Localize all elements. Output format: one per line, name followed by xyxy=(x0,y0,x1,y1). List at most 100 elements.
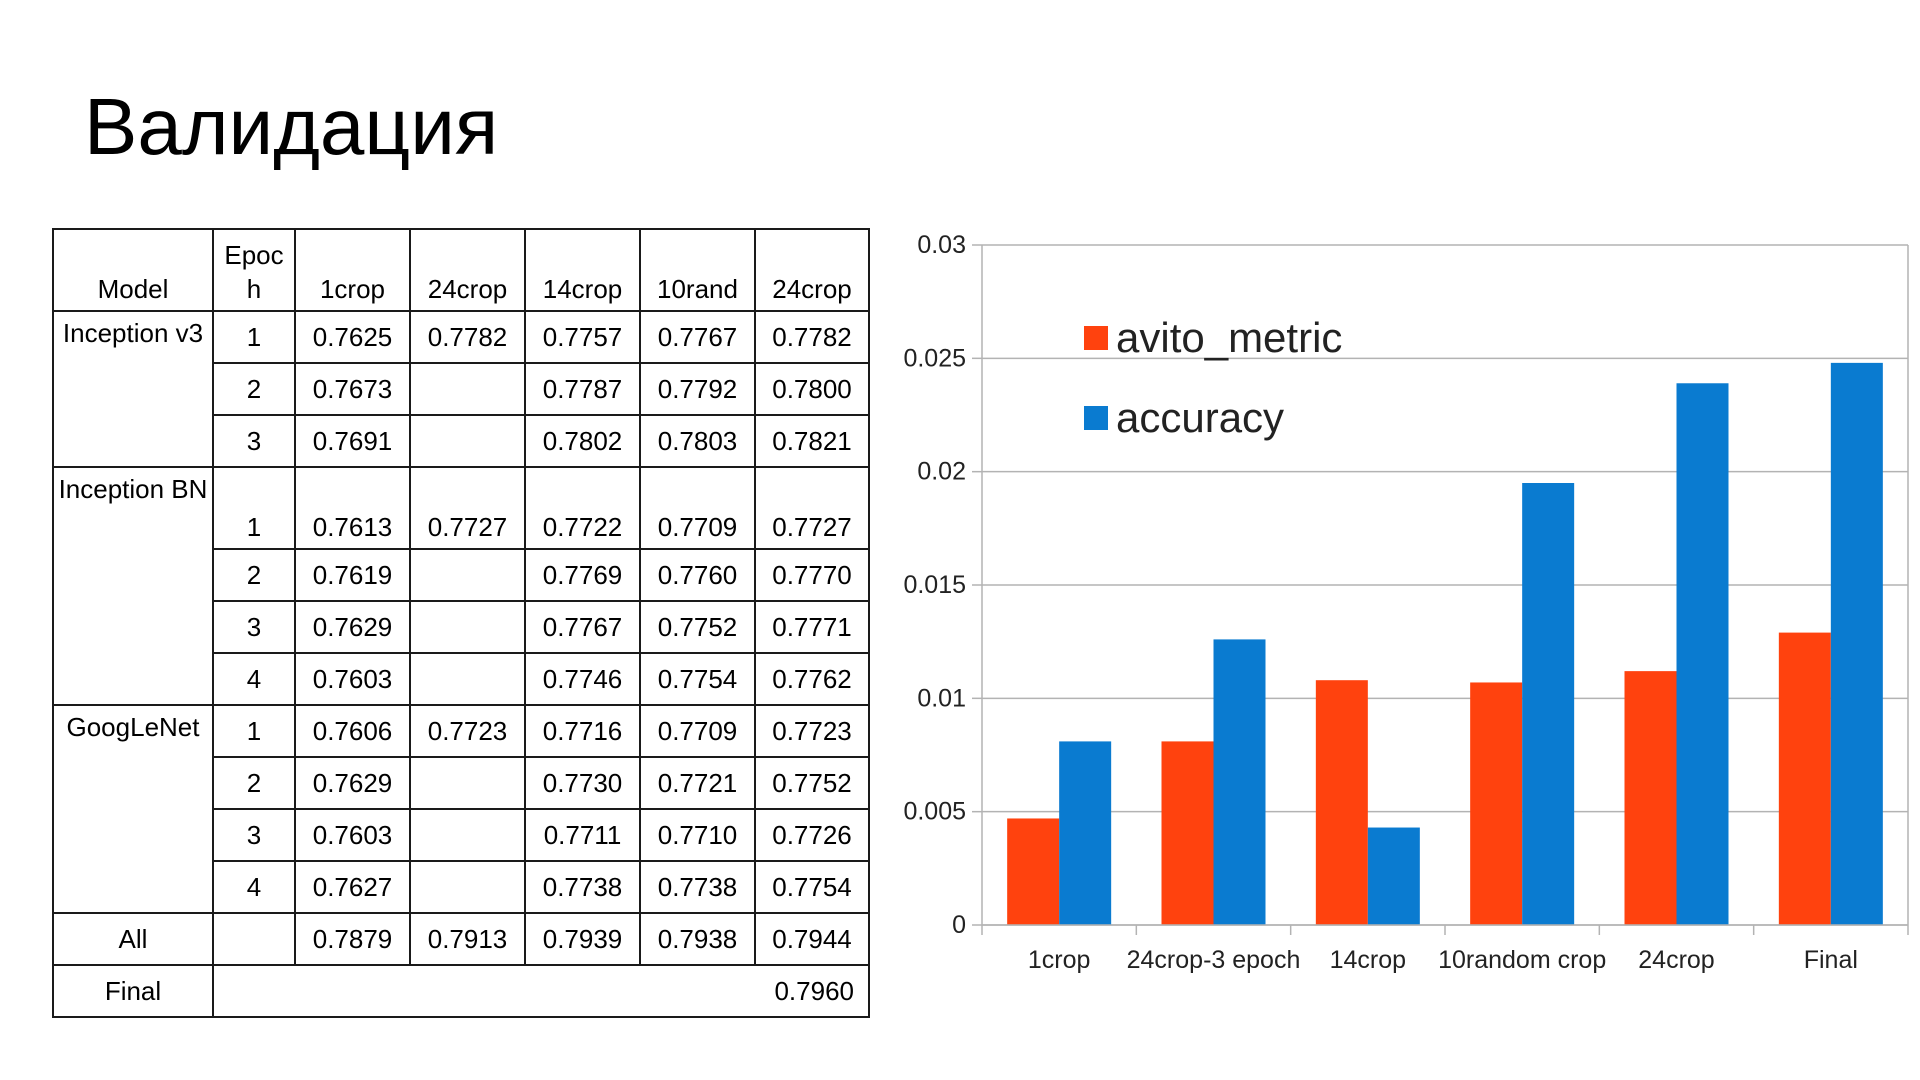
value-cell: 0.7619 xyxy=(294,548,411,602)
bar-chart: 0 0.005 0.01 0.015 0.02 0.025 0.03 1crop 24crop-… xyxy=(903,231,1909,974)
value-cell xyxy=(409,362,526,416)
final-value-cell: 0.7960 xyxy=(212,964,870,1018)
value-cell: 0.7757 xyxy=(524,310,641,364)
header-1crop: 1crop xyxy=(294,228,411,312)
value-cell: 0.7754 xyxy=(639,652,756,706)
slide-title: Валидация xyxy=(84,82,499,171)
legend-swatch-avito_metric xyxy=(1084,326,1108,350)
value-cell: 0.7711 xyxy=(524,808,641,862)
x-tick-label: 10random crop xyxy=(1438,946,1606,974)
epoch-cell: 2 xyxy=(212,362,296,416)
bar-avito_metric xyxy=(1624,671,1677,925)
value-cell: 0.7803 xyxy=(639,414,756,468)
header-epoch: Epoc h xyxy=(212,228,296,312)
bar-accuracy xyxy=(1676,383,1729,925)
table-row: 4 0.7627 0.7738 0.7738 0.7754 xyxy=(53,860,870,914)
value-cell: 0.7738 xyxy=(639,860,756,914)
epoch-cell: 3 xyxy=(212,808,296,862)
value-cell: 0.7800 xyxy=(754,362,870,416)
value-cell: 0.7629 xyxy=(294,600,411,654)
table-row: Inception BN 1 0.7613 0.7727 0.7722 0.77… xyxy=(52,466,870,706)
legend-label-accuracy: accuracy xyxy=(1116,394,1284,441)
value-cell: 0.7879 xyxy=(294,912,411,966)
value-cell: 0.7760 xyxy=(639,548,756,602)
value-cell: 0.7627 xyxy=(294,860,411,914)
value-cell xyxy=(409,652,526,706)
bar-accuracy xyxy=(1059,741,1112,925)
value-cell xyxy=(409,756,526,810)
bar-avito_metric xyxy=(1315,680,1368,925)
table-row: 3 0.7691 0.7802 0.7803 0.7821 xyxy=(53,414,870,468)
value-cell: 0.7629 xyxy=(294,756,411,810)
value-cell: 0.7726 xyxy=(754,808,870,862)
table-row: Inception v3 1 0.7625 0.7782 0.7757 0.77… xyxy=(52,310,870,468)
value-cell xyxy=(409,548,526,602)
table-header-row: Model Epoc h 1crop 24crop 14crop 10rand … xyxy=(52,228,870,312)
epoch-cell: 4 xyxy=(212,652,296,706)
value-cell: 0.7727 xyxy=(754,466,870,550)
value-cell xyxy=(409,600,526,654)
value-cell: 0.7762 xyxy=(754,652,870,706)
y-tick-label: 0.005 xyxy=(903,798,966,826)
epoch-cell: 1 xyxy=(212,704,296,758)
table-row: GoogLeNet 1 0.7606 0.7723 0.7716 0.7709 … xyxy=(52,704,870,914)
table-row: 3 0.7603 0.7711 0.7710 0.7726 xyxy=(53,808,870,862)
epoch-cell: 1 xyxy=(212,466,296,550)
value-cell: 0.7606 xyxy=(294,704,411,758)
value-cell: 0.7792 xyxy=(639,362,756,416)
epoch-cell xyxy=(212,912,296,966)
epoch-cell: 2 xyxy=(212,548,296,602)
header-14crop: 14crop xyxy=(524,228,641,312)
table-row: 2 0.7673 0.7787 0.7792 0.7800 xyxy=(53,362,870,416)
bar-avito_metric xyxy=(1007,818,1060,925)
value-cell: 0.7738 xyxy=(524,860,641,914)
model-cell: All xyxy=(52,912,214,966)
model-cell: Inception BN xyxy=(52,466,214,706)
bar-accuracy xyxy=(1830,362,1883,925)
value-cell: 0.7754 xyxy=(754,860,870,914)
y-tick-label: 0.025 xyxy=(903,344,966,372)
value-cell: 0.7767 xyxy=(524,600,641,654)
value-cell: 0.7625 xyxy=(294,310,411,364)
value-cell: 0.7723 xyxy=(754,704,870,758)
model-cell: Inception v3 xyxy=(52,310,214,468)
bar-accuracy xyxy=(1522,483,1575,925)
table-row: 4 0.7603 0.7746 0.7754 0.7762 xyxy=(53,652,870,706)
table-row: 3 0.7629 0.7767 0.7752 0.7771 xyxy=(53,600,870,654)
bar-accuracy xyxy=(1367,827,1420,925)
table-row: 2 0.7619 0.7769 0.7760 0.7770 xyxy=(53,548,870,602)
table-row-final: Final 0.7960 xyxy=(52,964,870,1018)
bar-avito_metric xyxy=(1161,741,1214,925)
epoch-cell: 2 xyxy=(212,756,296,810)
value-cell: 0.7710 xyxy=(639,808,756,862)
results-table: Model Epoc h 1crop 24crop 14crop 10rand … xyxy=(52,228,870,1018)
value-cell xyxy=(409,808,526,862)
value-cell: 0.7938 xyxy=(639,912,756,966)
value-cell: 0.7782 xyxy=(754,310,870,364)
value-cell: 0.7802 xyxy=(524,414,641,468)
model-cell: Final xyxy=(52,964,214,1018)
value-cell: 0.7771 xyxy=(754,600,870,654)
value-cell: 0.7691 xyxy=(294,414,411,468)
best-value-cell: 0.7821 xyxy=(754,414,870,468)
value-cell: 0.7767 xyxy=(639,310,756,364)
value-cell xyxy=(409,414,526,468)
x-tick-label: Final xyxy=(1804,946,1858,974)
value-cell: 0.7787 xyxy=(524,362,641,416)
legend-swatch-accuracy xyxy=(1084,406,1108,430)
x-tick-label: 24crop-3 epoch xyxy=(1127,946,1301,974)
epoch-cell: 3 xyxy=(212,414,296,468)
value-cell: 0.7603 xyxy=(294,808,411,862)
value-cell: 0.7727 xyxy=(409,466,526,550)
value-cell: 0.7721 xyxy=(639,756,756,810)
value-cell: 0.7716 xyxy=(524,704,641,758)
y-tick-label: 0.02 xyxy=(917,458,966,486)
bar-avito_metric xyxy=(1470,682,1523,925)
epoch-cell: 4 xyxy=(212,860,296,914)
value-cell: 0.7939 xyxy=(524,912,641,966)
value-cell: 0.7723 xyxy=(409,704,526,758)
epoch-cell: 1 xyxy=(212,310,296,364)
x-tick-label: 14crop xyxy=(1330,946,1406,974)
value-cell: 0.7673 xyxy=(294,362,411,416)
x-tick-label: 24crop xyxy=(1638,946,1714,974)
